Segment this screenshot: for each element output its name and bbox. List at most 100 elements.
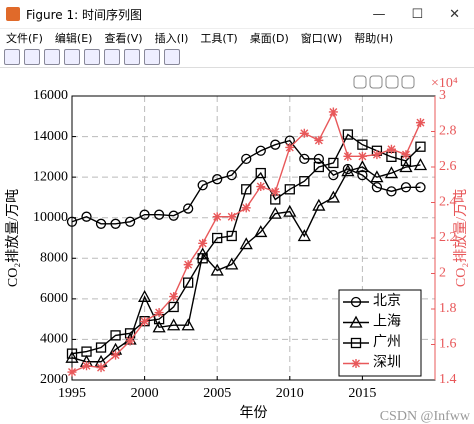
window-title: Figure 1: 时间序列图 — [26, 7, 142, 22]
series-line — [71, 133, 421, 355]
series-line — [71, 139, 421, 225]
marker — [198, 238, 208, 248]
tool-link[interactable] — [84, 49, 100, 65]
menu-item[interactable]: 桌面(D) — [249, 32, 289, 45]
marker — [81, 346, 92, 357]
marker — [384, 166, 399, 179]
marker — [154, 308, 164, 318]
window-buttons: — ☐ ✕ — [372, 7, 460, 22]
marker — [212, 174, 223, 185]
y2-tick-label: 2.8 — [439, 124, 457, 139]
marker — [239, 237, 253, 250]
marker — [313, 161, 324, 173]
marker — [355, 160, 369, 173]
menu-item[interactable]: 查看(V) — [104, 32, 143, 45]
legend-label: 上海 — [373, 314, 401, 330]
marker — [168, 210, 179, 221]
marker — [139, 209, 150, 220]
tool-colorbar[interactable] — [104, 49, 120, 65]
marker — [140, 316, 150, 326]
y-tick-label: 2000 — [40, 372, 68, 387]
marker — [284, 184, 295, 195]
marker — [268, 206, 282, 219]
y2-tick-label: 3 — [439, 88, 446, 103]
marker — [415, 182, 426, 193]
maximize[interactable]: ☐ — [411, 6, 424, 22]
menu-item[interactable]: 窗口(W) — [300, 32, 343, 45]
x-tick-label: 2015 — [348, 386, 376, 401]
marker — [241, 203, 251, 213]
marker — [212, 232, 223, 244]
tool-save[interactable] — [44, 49, 60, 65]
marker — [285, 142, 295, 152]
marker — [299, 128, 309, 138]
y-tick-label: 12000 — [33, 169, 68, 184]
marker — [256, 182, 266, 192]
marker — [210, 263, 224, 276]
marker — [386, 144, 396, 154]
marker — [66, 216, 78, 227]
app-icon — [6, 7, 20, 21]
title-bar: Figure 1: 时间序列图 — ☐ ✕ — [0, 0, 474, 29]
menu-item[interactable]: 帮助(H) — [354, 32, 394, 45]
marker — [341, 164, 355, 177]
y-tick-label: 6000 — [40, 291, 68, 306]
x-tick-label: 2000 — [131, 386, 159, 401]
marker — [181, 318, 195, 331]
tool-print[interactable] — [64, 49, 80, 65]
axes-tool[interactable] — [369, 75, 383, 89]
axes-tool[interactable] — [385, 75, 399, 89]
marker — [110, 218, 121, 229]
marker — [255, 145, 266, 156]
tool-new[interactable] — [4, 49, 20, 65]
marker — [283, 204, 297, 217]
y2-tick-label: 2 — [439, 266, 446, 281]
menu-item[interactable]: 插入(I) — [154, 32, 189, 45]
marker — [111, 350, 121, 360]
tool-pointer[interactable] — [144, 49, 160, 65]
marker — [270, 139, 281, 150]
marker — [65, 350, 79, 363]
axes-tool[interactable] — [401, 75, 415, 89]
marker — [67, 367, 77, 377]
legend-label: 深圳 — [373, 355, 401, 371]
y2-tick-label: 1.4 — [439, 372, 457, 387]
close[interactable]: ✕ — [449, 6, 460, 22]
x-tick-label: 1995 — [58, 386, 86, 401]
marker — [299, 176, 310, 187]
marker — [328, 169, 339, 181]
marker — [350, 296, 362, 308]
y2-exponent: ×10⁴ — [431, 76, 458, 91]
y-tick-label: 8000 — [40, 251, 68, 266]
marker — [270, 187, 280, 197]
y2-tick-label: 2.4 — [439, 195, 457, 210]
marker — [328, 107, 338, 117]
marker — [399, 160, 413, 173]
marker — [400, 182, 412, 193]
marker — [343, 151, 353, 161]
marker — [95, 218, 107, 229]
marker — [299, 153, 310, 165]
marker — [197, 253, 208, 264]
axes-tool[interactable] — [353, 75, 367, 89]
tool-brush[interactable] — [164, 49, 180, 65]
menu-bar: 文件(F) 编辑(E) 查看(V) 插入(I) 工具(T) 桌面(D) 窗口(W) 帮助(H) — [0, 29, 474, 47]
tool-open[interactable] — [24, 49, 40, 65]
marker — [351, 359, 361, 368]
menu-item[interactable]: 编辑(E) — [54, 32, 93, 45]
menu-item[interactable]: 文件(F) — [6, 32, 43, 45]
marker — [225, 257, 239, 270]
marker — [370, 170, 384, 183]
marker — [227, 212, 237, 222]
minimize[interactable]: — — [372, 6, 386, 22]
chart: 1995 2000 2005 2010 201520004000600080001000… — [5, 75, 471, 424]
marker — [152, 320, 166, 333]
y2-tick-label: 1.6 — [439, 337, 457, 352]
marker — [314, 135, 324, 145]
tool-legend[interactable] — [124, 49, 140, 65]
y-tick-label: 10000 — [33, 210, 68, 225]
marker — [357, 169, 368, 181]
menu-item[interactable]: 工具(T) — [200, 32, 238, 45]
x-tick-label: 2005 — [203, 386, 231, 401]
